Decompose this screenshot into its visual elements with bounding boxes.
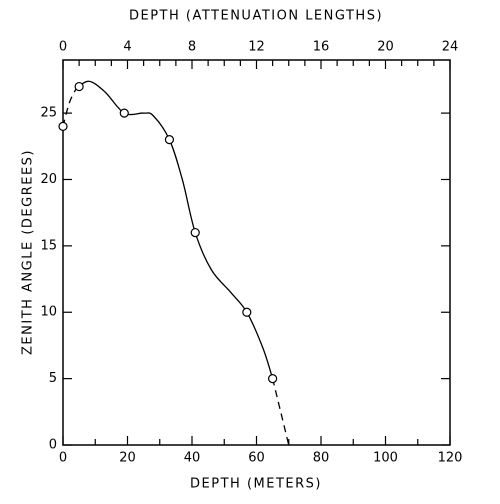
fit-curve: [271, 378, 290, 446]
plot-frame: [62, 59, 451, 446]
x-tick-label: 0: [59, 451, 67, 466]
y-tick-label: 20: [40, 172, 57, 187]
y-tick-label: 15: [40, 238, 57, 253]
x-tick-label: 40: [184, 451, 201, 466]
data-point: [58, 121, 68, 131]
x-tick-label: 60: [248, 451, 265, 466]
x2-tick-label: 8: [188, 40, 196, 55]
x2-tick-label: 24: [442, 40, 459, 55]
data-point: [74, 81, 84, 92]
x2-tick-label: 16: [313, 40, 330, 55]
fit-curve: [75, 80, 274, 379]
x2-tick-label: 0: [59, 40, 67, 55]
x-tick-label: 80: [313, 451, 330, 466]
x2-axis-label: DEPTH (ATTENUATION LENGTHS): [129, 9, 383, 24]
y-axis-label: ZENITH ANGLE (DEGREES): [21, 149, 36, 355]
x2-tick-label: 12: [248, 40, 265, 55]
y-tick-label: 25: [40, 106, 57, 121]
x-tick-label: 100: [373, 451, 398, 466]
y-tick-label: 10: [40, 305, 57, 320]
y-tick-label: 0: [49, 438, 57, 453]
y-tick-label: 5: [49, 371, 57, 386]
data-point: [164, 135, 175, 145]
x-tick-label: 120: [438, 451, 463, 466]
x2-tick-label: 20: [377, 40, 394, 55]
x-axis-label: DEPTH (METERS): [190, 477, 322, 492]
data-point: [268, 374, 278, 384]
data-point: [119, 108, 129, 118]
x2-tick-label: 4: [123, 40, 131, 55]
data-point: [242, 307, 252, 317]
fit-curve: [62, 88, 77, 127]
x-tick-label: 20: [119, 451, 136, 466]
data-point: [190, 227, 200, 238]
